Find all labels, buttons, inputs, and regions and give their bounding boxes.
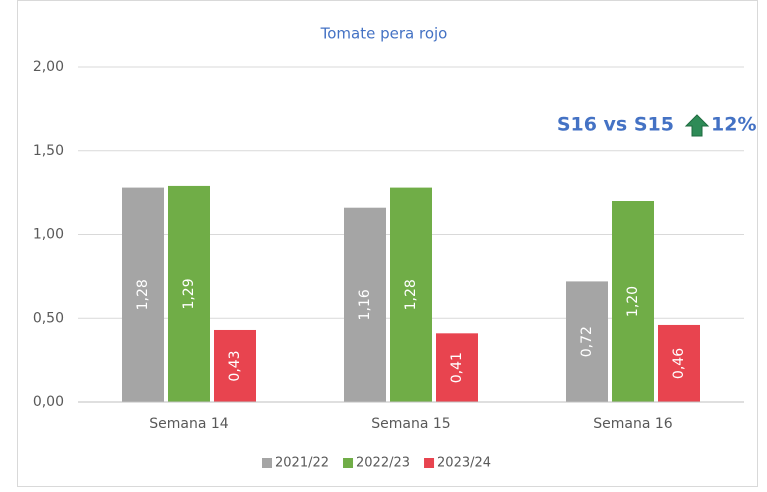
legend-swatch bbox=[424, 458, 434, 468]
x-tick-label: Semana 16 bbox=[593, 416, 673, 432]
x-tick-label: Semana 14 bbox=[149, 416, 229, 432]
y-tick-label: 1,50 bbox=[33, 143, 64, 159]
value-label: 1,16 bbox=[357, 289, 373, 320]
legend-swatch bbox=[262, 458, 272, 468]
y-tick-label: 0,50 bbox=[33, 310, 64, 326]
y-tick-label: 1,00 bbox=[33, 227, 64, 243]
value-label: 1,28 bbox=[135, 279, 151, 310]
legend-swatch bbox=[343, 458, 353, 468]
annotation-change: 12% bbox=[711, 114, 756, 136]
y-tick-label: 2,00 bbox=[33, 59, 64, 75]
value-label: 0,43 bbox=[227, 350, 243, 381]
chart-title: Tomate pera rojo bbox=[320, 25, 448, 43]
y-tick-label: 0,00 bbox=[33, 394, 64, 410]
chart: Tomate pera rojo S16 vs S15 12% 0,00 0,50… bbox=[0, 0, 767, 488]
legend-label: 2022/23 bbox=[356, 456, 410, 471]
value-label: 0,72 bbox=[579, 326, 595, 357]
x-tick-label: Semana 15 bbox=[371, 416, 450, 432]
value-label: 1,29 bbox=[181, 278, 197, 309]
value-label: 1,20 bbox=[625, 286, 641, 317]
legend-label: 2021/22 bbox=[275, 456, 329, 471]
value-label: 0,41 bbox=[449, 352, 465, 383]
legend-label: 2023/24 bbox=[437, 456, 491, 471]
annotation: S16 vs S15 12% bbox=[557, 114, 757, 137]
value-label: 1,28 bbox=[403, 279, 419, 310]
annotation-text: S16 vs S15 bbox=[557, 114, 674, 136]
value-label: 0,46 bbox=[671, 348, 687, 379]
